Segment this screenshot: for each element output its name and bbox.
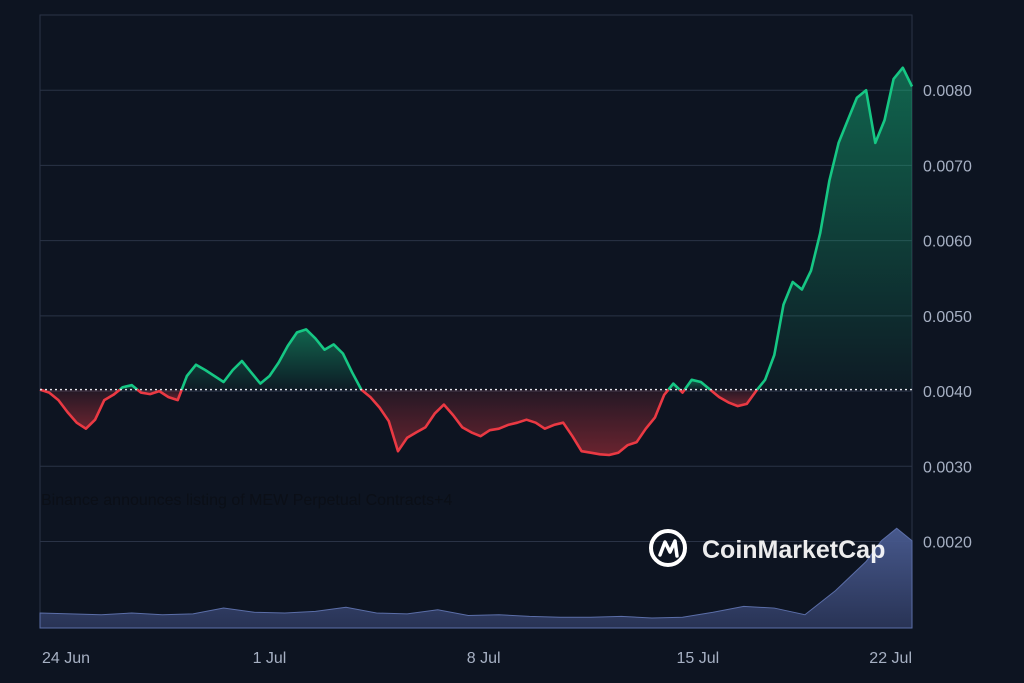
price-line-down [360, 388, 670, 457]
price-fill-down [710, 389, 758, 407]
y-tick-label: 0.0080 [923, 83, 972, 100]
x-tick-label: 24 Jun [42, 650, 90, 667]
coinmarketcap-watermark: CoinMarketCap [649, 529, 885, 567]
x-tick-label: 8 Jul [467, 650, 501, 667]
price-line-up [667, 382, 681, 391]
price-line-down [39, 388, 121, 430]
volume-series [39, 527, 913, 629]
y-axis-ticks: 0.0080 0.0070 0.0060 0.0050 0.0040 0.0030 0.00… [923, 83, 972, 551]
price-area-fill [40, 67, 912, 455]
price-line [39, 66, 914, 457]
volume-area [39, 527, 913, 629]
coinmarketcap-logo-icon [649, 529, 687, 567]
y-tick-label: 0.0050 [923, 309, 972, 326]
price-line-up [683, 378, 711, 391]
y-tick-label: 0.0030 [923, 459, 972, 476]
price-line-down [678, 388, 686, 394]
y-tick-label: 0.0020 [923, 535, 972, 552]
x-tick-label: 1 Jul [253, 650, 287, 667]
price-line-down [136, 388, 183, 402]
y-tick-label: 0.0040 [923, 384, 972, 401]
price-line-up [180, 328, 363, 391]
watermark-brand-text: CoinMarketCap [702, 536, 885, 564]
price-fill-down [40, 389, 120, 429]
y-tick-label: 0.0070 [923, 158, 972, 175]
x-tick-label: 22 Jul [869, 650, 912, 667]
x-tick-label: 15 Jul [676, 650, 719, 667]
news-annotation[interactable]: Binance announces listing of MEW Perpetu… [41, 492, 452, 509]
price-line-up [119, 383, 139, 391]
price-fill-up [757, 67, 912, 390]
price-line-up [756, 66, 914, 391]
price-fill-up [181, 329, 362, 390]
x-axis-ticks: 24 Jun 1 Jul 8 Jul 15 Jul 22 Jul [42, 650, 912, 667]
y-tick-label: 0.0060 [923, 234, 972, 251]
price-line-down [709, 388, 759, 408]
